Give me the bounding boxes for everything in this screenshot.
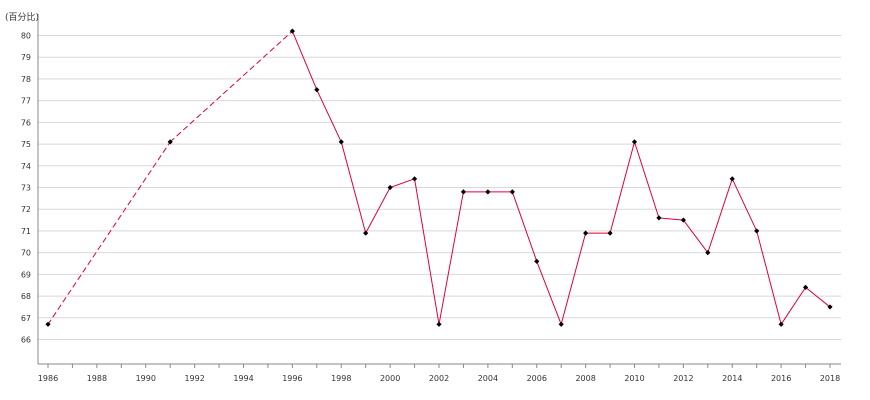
data-point-marker-2012: [680, 217, 686, 223]
data-point-marker-1991: [167, 139, 173, 145]
data-point-marker-2006: [534, 258, 540, 264]
series-segment: [47, 141, 171, 325]
series-segment: [511, 191, 538, 262]
x-tick-label-1990: 1990: [136, 374, 156, 383]
data-point-marker-2004: [485, 189, 491, 195]
data-point-marker-2011: [656, 215, 662, 221]
y-tick-label-72: 72: [21, 205, 31, 214]
data-point-marker-2010: [631, 139, 638, 145]
series-segment: [658, 217, 684, 221]
series-segment: [365, 187, 391, 234]
y-tick-label-79: 79: [21, 53, 31, 62]
data-point-marker-2018: [827, 304, 833, 310]
x-tick-label-2012: 2012: [673, 374, 693, 383]
series-segment: [316, 89, 342, 143]
data-point-marker-2001: [411, 176, 418, 182]
x-tick-label-2014: 2014: [722, 374, 742, 383]
x-tick-label-1988: 1988: [87, 374, 107, 383]
y-tick-label-66: 66: [21, 336, 31, 345]
x-axis-tick-labels: 1986 1988 1990 1992 1994 1996 1998 2000 2002 2004…: [38, 374, 840, 383]
series-segment: [389, 178, 416, 188]
data-point-marker-2005: [509, 189, 515, 195]
series-segment: [682, 219, 709, 254]
x-tick-label-1992: 1992: [184, 374, 204, 383]
data-point-marker-2003: [460, 189, 467, 195]
x-tick-label-2010: 2010: [624, 374, 644, 383]
data-point-marker-2009: [607, 230, 613, 236]
y-tick-label-76: 76: [21, 118, 31, 127]
data-point-marker-2002: [436, 321, 442, 327]
gridlines: [38, 35, 841, 340]
data-point-marker-2014: [729, 176, 735, 182]
data-point-marker-1996: [289, 28, 295, 34]
x-tick-label-1986: 1986: [38, 374, 58, 383]
data-point-marker-2015: [754, 228, 760, 234]
y-tick-label-70: 70: [21, 249, 31, 258]
data-point-marker-2013: [705, 250, 711, 256]
y-axis-unit-label: (百分比): [5, 11, 39, 23]
y-tick-label-69: 69: [21, 270, 31, 279]
x-tick-label-1996: 1996: [282, 374, 302, 383]
data-point-marker-2000: [387, 184, 393, 191]
series-segment: [291, 30, 318, 91]
y-tick-label-68: 68: [21, 292, 31, 301]
data-point-markers: [45, 28, 833, 327]
x-tick-label-2006: 2006: [527, 374, 547, 383]
series-segment: [536, 260, 562, 325]
series-segment: [169, 30, 293, 143]
x-tick-label-1998: 1998: [331, 374, 351, 383]
y-axis-tick-labels: 66 67 68 69 70 71 72 73 74 75 76 77 78 79 80: [21, 32, 31, 345]
x-tick-label-2018: 2018: [820, 374, 840, 383]
x-tick-label-1994: 1994: [233, 374, 253, 383]
data-point-marker-2008: [583, 230, 589, 236]
series-segment: [340, 141, 367, 234]
data-point-marker-1997: [314, 87, 320, 93]
x-tick-label-2004: 2004: [478, 374, 498, 383]
x-tick-label-2002: 2002: [429, 374, 449, 383]
x-tick-label-2008: 2008: [575, 374, 595, 383]
series-segment: [634, 141, 660, 219]
y-tick-label-73: 73: [21, 184, 31, 193]
data-point-marker-1986: [45, 321, 51, 327]
y-tick-label-67: 67: [21, 314, 31, 323]
data-point-marker-1999: [363, 230, 369, 236]
y-tick-label-74: 74: [21, 162, 31, 171]
series-segment: [731, 178, 758, 232]
data-point-marker-2007: [558, 321, 564, 327]
data-point-marker-2016: [778, 321, 784, 327]
series-lines: [47, 30, 831, 325]
series-segment: [756, 230, 782, 325]
y-tick-label-78: 78: [21, 75, 31, 84]
series-segment: [805, 286, 831, 308]
series-segment: [414, 178, 440, 325]
series-segment: [560, 232, 587, 325]
data-point-marker-1998: [338, 139, 344, 145]
series-segment: [438, 191, 464, 325]
y-tick-label-75: 75: [21, 140, 31, 149]
y-tick-label-71: 71: [21, 227, 31, 236]
data-point-marker-2017: [802, 284, 809, 290]
series-segment: [707, 178, 733, 254]
y-tick-label-77: 77: [21, 97, 31, 106]
y-tick-label-80: 80: [21, 32, 31, 41]
series-segment: [780, 286, 807, 325]
x-tick-label-2000: 2000: [380, 374, 400, 383]
x-tick-label-2016: 2016: [771, 374, 791, 383]
series-segment: [609, 141, 635, 234]
axes: [37, 14, 841, 368]
